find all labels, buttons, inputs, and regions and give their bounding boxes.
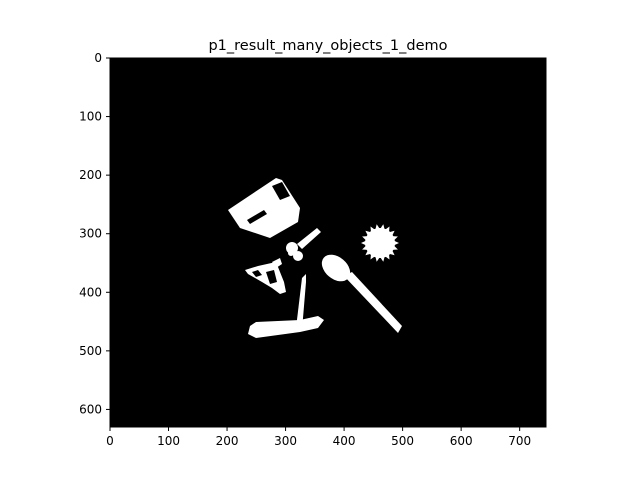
x-tick-label: 200 [216, 434, 239, 448]
object-3-teeth [361, 224, 399, 262]
y-tick-label: 300 [79, 227, 102, 241]
gear-tooth [361, 240, 367, 246]
gear-tooth [384, 253, 390, 260]
object-3-body [365, 228, 395, 258]
y-tick-label: 600 [79, 402, 102, 416]
x-tick-label: 100 [157, 434, 180, 448]
gear-tooth [389, 250, 395, 256]
object-shape-4 [321, 254, 402, 333]
object-shape-2 [286, 228, 321, 261]
object-1-hole-top [272, 182, 290, 200]
gear-tooth [365, 250, 371, 256]
gear-tooth [392, 245, 398, 250]
figure-title: p1_result_many_objects_1_demo [208, 38, 447, 54]
y-tick-label: 400 [79, 285, 102, 299]
x-tick-label: 600 [450, 434, 473, 448]
x-axis: 0 100 200 300 400 500 600 700 [106, 427, 531, 448]
y-tick-label: 500 [79, 344, 102, 358]
object-shape-7 [248, 316, 324, 338]
object-2-tab [288, 250, 294, 256]
object-7-body [248, 316, 324, 338]
x-tick-label: 300 [274, 434, 297, 448]
y-axis: 0 100 200 300 400 500 600 [79, 51, 110, 416]
object-6-body [296, 274, 306, 330]
gear-tooth [389, 230, 395, 236]
y-tick-label: 100 [79, 110, 102, 124]
gear-tooth [380, 256, 385, 262]
gear-tooth [362, 245, 368, 250]
y-tick-label: 200 [79, 168, 102, 182]
gear-tooth [380, 224, 385, 230]
gear-tooth [384, 226, 390, 233]
image-area [109, 57, 547, 428]
image-background [110, 58, 546, 427]
object-shape-5 [245, 258, 286, 294]
object-5-handles [245, 262, 286, 294]
gear-tooth [365, 230, 371, 236]
object-shape-1 [228, 178, 300, 238]
object-shape-3 [361, 224, 399, 262]
object-1-hole-slot [247, 210, 267, 224]
x-tick-label: 400 [333, 434, 356, 448]
object-2-shaft [297, 228, 321, 249]
gear-tooth [375, 224, 380, 230]
gear-tooth [370, 253, 376, 260]
y-tick-label: 0 [94, 51, 102, 65]
object-4-handle [344, 272, 402, 333]
object-5-blade [272, 258, 282, 268]
gear-tooth [375, 256, 380, 262]
object-4-bowl [321, 254, 351, 282]
gear-tooth [370, 226, 376, 233]
object-shape-6 [296, 274, 306, 330]
x-tick-label: 700 [508, 434, 531, 448]
object-2-lobe [293, 251, 303, 261]
gear-tooth [393, 240, 399, 246]
gear-tooth [392, 236, 398, 241]
gear-tooth [362, 236, 368, 241]
x-tick-label: 0 [106, 434, 114, 448]
image-border [109, 57, 547, 428]
x-tick-label: 500 [391, 434, 414, 448]
